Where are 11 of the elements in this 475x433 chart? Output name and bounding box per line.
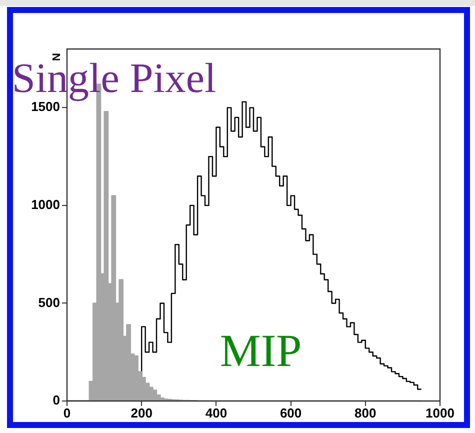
- x-tick-label: 800: [354, 405, 376, 420]
- x-tick-label: 1000: [426, 405, 454, 420]
- x-tick-label: 400: [205, 405, 228, 420]
- y-tick-label: 1500: [31, 99, 60, 114]
- y-tick-label: 1000: [31, 197, 60, 212]
- series-label: MIP: [220, 324, 302, 376]
- y-tick-label: 500: [38, 294, 60, 310]
- x-tick-label: 0: [63, 405, 71, 420]
- x-tick-label: 200: [130, 405, 152, 420]
- y-tick-label: 0: [52, 392, 60, 408]
- x-tick-label: 600: [280, 405, 302, 420]
